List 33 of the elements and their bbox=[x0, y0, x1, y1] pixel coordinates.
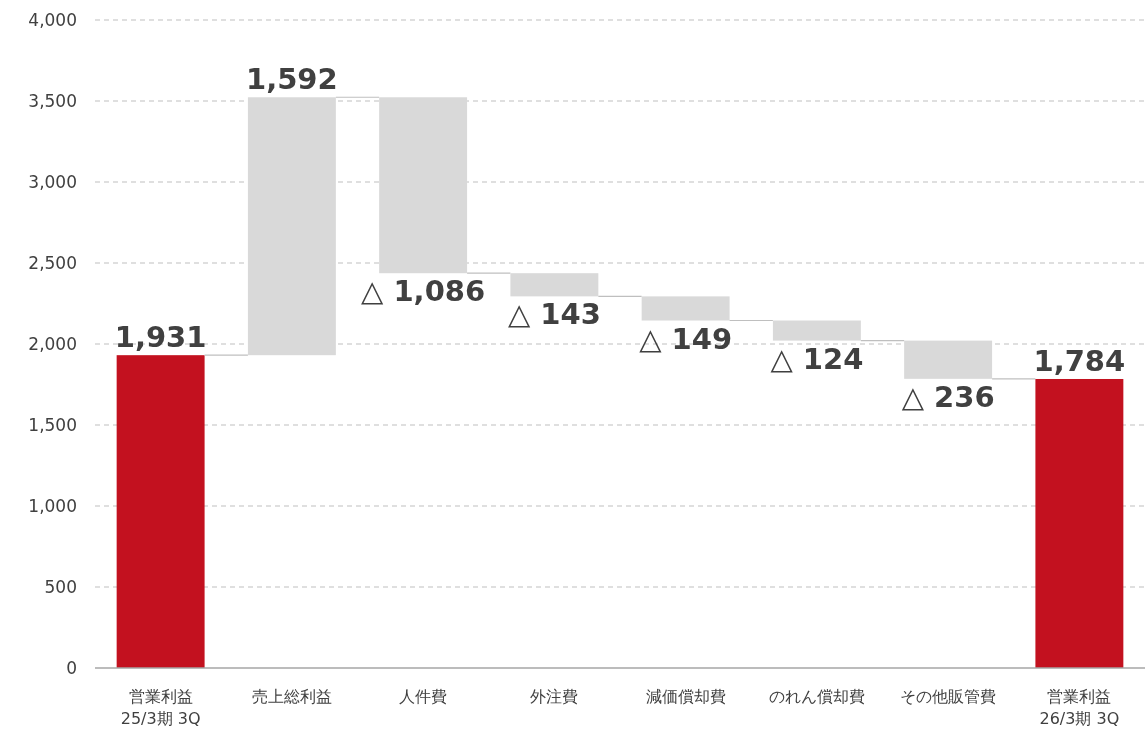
bar bbox=[641, 296, 730, 321]
data-label: △ 124 bbox=[770, 341, 864, 376]
x-tick-label: 営業利益 26/3期 3Q bbox=[1039, 687, 1120, 728]
bar bbox=[116, 355, 205, 668]
x-tick-label: 営業利益 25/3期 3Q bbox=[120, 687, 201, 728]
y-tick-label: 3,500 bbox=[28, 91, 77, 111]
bar bbox=[379, 97, 468, 274]
y-tick-label: 3,000 bbox=[28, 172, 77, 192]
y-tick-label: 500 bbox=[44, 577, 77, 597]
bar bbox=[772, 320, 861, 341]
y-tick-label: 1,000 bbox=[28, 496, 77, 516]
x-tick-label: 外注費 bbox=[530, 687, 579, 706]
y-tick-label: 2,500 bbox=[28, 253, 77, 273]
data-label: 1,931 bbox=[114, 320, 207, 355]
y-tick-label: 1,500 bbox=[28, 415, 77, 435]
data-label: △ 1,086 bbox=[361, 274, 486, 309]
bar bbox=[904, 340, 993, 379]
x-tick-label: 売上総利益 bbox=[251, 687, 332, 706]
bar bbox=[1035, 378, 1124, 668]
data-label: △ 236 bbox=[901, 379, 995, 414]
data-label: 1,784 bbox=[1033, 343, 1126, 378]
x-tick-label: 人件費 bbox=[399, 687, 448, 706]
data-label: △ 149 bbox=[639, 321, 733, 356]
data-label: 1,592 bbox=[246, 62, 338, 97]
y-tick-label: 4,000 bbox=[28, 10, 77, 30]
bar bbox=[247, 97, 336, 356]
y-tick-label: 0 bbox=[66, 658, 77, 678]
y-tick-label: 2,000 bbox=[28, 334, 77, 354]
x-tick-label: その他販管費 bbox=[900, 687, 997, 706]
bar bbox=[510, 273, 599, 297]
x-tick-label: のれん償却費 bbox=[768, 687, 865, 706]
data-label: △ 143 bbox=[507, 297, 601, 332]
x-tick-label: 減価償却費 bbox=[645, 687, 726, 706]
